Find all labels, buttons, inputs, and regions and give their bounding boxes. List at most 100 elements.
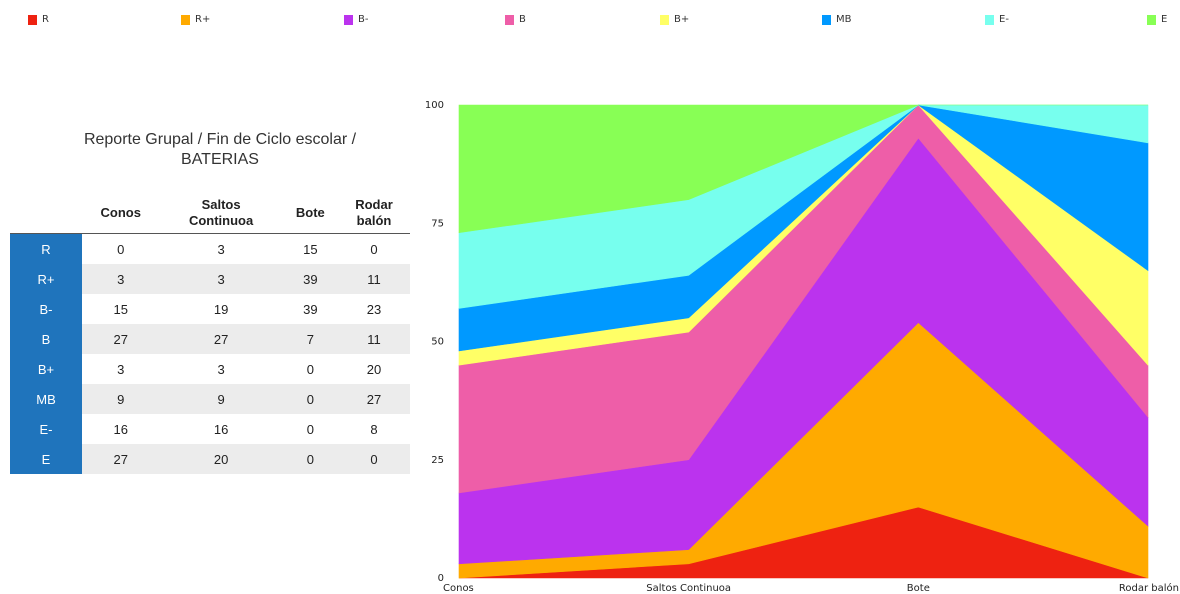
table-cell: 15 <box>82 294 160 324</box>
column-header-line: Saltos <box>201 197 241 212</box>
table-cell: 39 <box>282 264 339 294</box>
x-tick-label: Saltos Continuoa <box>646 583 731 594</box>
row-header: E <box>10 444 82 474</box>
table-row: R+ 3 3 39 11 <box>10 264 410 294</box>
table-cell: 0 <box>282 414 339 444</box>
table-cell: 0 <box>282 354 339 384</box>
table-cell: 3 <box>82 354 160 384</box>
legend-label: B <box>519 14 526 25</box>
y-tick-label: 25 <box>431 455 444 466</box>
y-tick-label: 0 <box>438 573 444 584</box>
table-cell: 23 <box>338 294 410 324</box>
table-title: Reporte Grupal / Fin de Ciclo escolar / … <box>20 130 420 170</box>
y-tick-label: 100 <box>425 100 444 111</box>
column-header-line: balón <box>356 213 392 228</box>
column-header-line: Conos <box>100 205 141 220</box>
table-row: E- 16 16 0 8 <box>10 414 410 444</box>
legend-label: E- <box>999 14 1009 25</box>
table-cell: 11 <box>338 264 410 294</box>
table-cell: 27 <box>338 384 410 414</box>
legend-item: R+ <box>181 14 210 25</box>
table-cell: 27 <box>159 324 283 354</box>
table-cell: 27 <box>82 444 160 474</box>
x-tick-label: Bote <box>907 583 930 594</box>
table-cell: 7 <box>282 324 339 354</box>
legend-label: B+ <box>674 14 690 25</box>
column-header-line: Rodar <box>355 197 393 212</box>
table-header: Conos Saltos Continuoa Bote Rodar balón <box>10 193 410 234</box>
table-row: B 27 27 7 11 <box>10 324 410 354</box>
table-cell: 9 <box>82 384 160 414</box>
table-row: R 0 3 15 0 <box>10 233 410 264</box>
column-header-line: Bote <box>295 205 325 220</box>
legend-swatch <box>985 14 994 25</box>
table-cell: 3 <box>159 354 283 384</box>
table-row: B- 15 19 39 23 <box>10 294 410 324</box>
area-series-7 <box>458 104 1148 234</box>
table-cell: 39 <box>282 294 339 324</box>
table-cell: 20 <box>338 354 410 384</box>
table-row: MB 9 9 0 27 <box>10 384 410 414</box>
legend-item: B <box>505 14 526 25</box>
table-title-line-2: BATERIAS <box>181 151 259 168</box>
column-header: Rodar balón <box>338 193 410 234</box>
row-header: R <box>10 233 82 264</box>
table-cell: 19 <box>159 294 283 324</box>
table-header-row: Conos Saltos Continuoa Bote Rodar balón <box>10 193 410 234</box>
y-tick-label: 50 <box>431 337 444 348</box>
legend-label: R+ <box>195 14 211 25</box>
table-cell: 27 <box>82 324 160 354</box>
legend-swatch <box>28 14 37 25</box>
table-cell: 0 <box>82 233 160 264</box>
table-cell: 15 <box>282 233 339 264</box>
table-cell: 0 <box>282 384 339 414</box>
legend-swatch <box>1147 14 1156 25</box>
legend-item: MB <box>822 14 852 25</box>
data-table: Conos Saltos Continuoa Bote Rodar balón R 0 3 15… <box>10 193 410 474</box>
chart-legend: R R+ B- B B+ MB E- E <box>0 14 1180 34</box>
x-tick-label: Conos <box>443 583 474 594</box>
table-cell: 8 <box>338 414 410 444</box>
legend-item: B+ <box>660 14 689 25</box>
table-cell: 16 <box>82 414 160 444</box>
table-cell: 0 <box>282 444 339 474</box>
legend-swatch <box>660 14 669 25</box>
table-cell: 16 <box>159 414 283 444</box>
x-tick-label: Rodar balón <box>1119 582 1179 594</box>
legend-label: B- <box>358 14 369 25</box>
row-header: B- <box>10 294 82 324</box>
legend-swatch <box>181 14 190 25</box>
table-title-line-1: Reporte Grupal / Fin de Ciclo escolar / <box>83 131 357 148</box>
legend-item: E- <box>985 14 1009 25</box>
row-header: B <box>10 324 82 354</box>
table-body: R 0 3 15 0 R+ 3 3 39 11 B- 15 19 39 23 B 27 27 7 11 B+ 3 3 0 20 M… <box>10 233 410 474</box>
row-header: E- <box>10 414 82 444</box>
column-header: Saltos Continuoa <box>159 193 283 234</box>
table-row: B+ 3 3 0 20 <box>10 354 410 384</box>
table-cell: 3 <box>159 233 283 264</box>
row-header: B+ <box>10 354 82 384</box>
table-cell: 3 <box>159 264 283 294</box>
legend-swatch <box>344 14 353 25</box>
table-cell: 20 <box>159 444 283 474</box>
row-header: R+ <box>10 264 82 294</box>
table-corner-cell <box>10 193 82 234</box>
legend-label: E <box>1161 14 1168 25</box>
row-header: MB <box>10 384 82 414</box>
legend-item: E <box>1147 14 1167 25</box>
table-cell: 0 <box>338 233 410 264</box>
table-cell: 11 <box>338 324 410 354</box>
table-cell: 9 <box>159 384 283 414</box>
table-row: E 27 20 0 0 <box>10 444 410 474</box>
legend-item: B- <box>344 14 368 25</box>
legend-label: R <box>42 14 49 25</box>
column-header-line: Continuoa <box>188 213 254 228</box>
column-header: Conos <box>82 193 160 234</box>
legend-label: MB <box>836 14 852 25</box>
y-tick-label: 75 <box>431 218 444 229</box>
legend-swatch <box>822 14 831 25</box>
table-cell: 3 <box>82 264 160 294</box>
legend-swatch <box>505 14 514 25</box>
legend-item: R <box>28 14 49 25</box>
